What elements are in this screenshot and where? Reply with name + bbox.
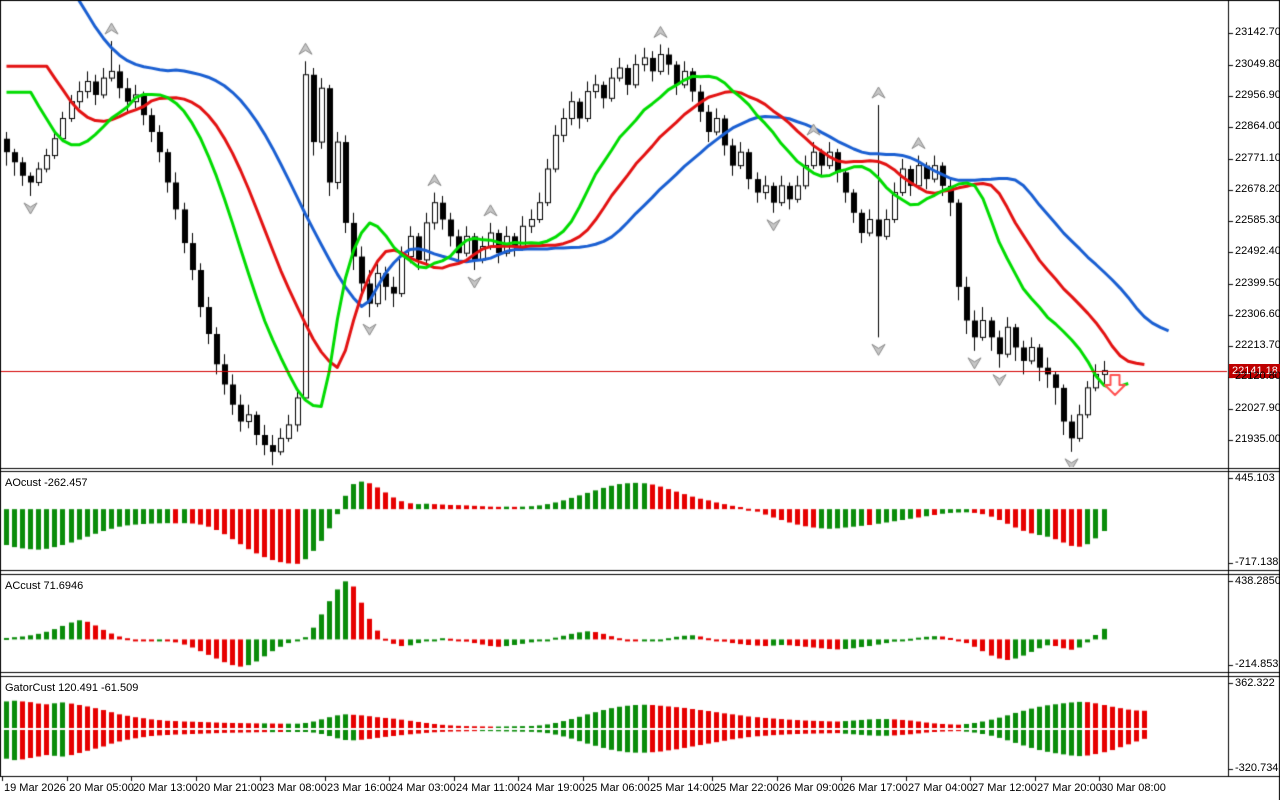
time-axis-label: 26 Mar 17:00 [843, 782, 908, 794]
price-axis-label: 22213.70 [1235, 339, 1280, 351]
time-axis-label: 20 Mar 05:00 [69, 782, 134, 794]
ac-panel-label: ACcust 71.6946 [5, 580, 84, 592]
time-axis-label: 25 Mar 14:00 [650, 782, 715, 794]
gator-panel-label: GatorCust 120.491 -61.509 [5, 682, 139, 694]
time-axis-label: 23 Mar 08:00 [262, 782, 327, 794]
price-axis-label: 22492.40 [1235, 245, 1280, 257]
price-axis-label: 23142.70 [1235, 26, 1280, 38]
indicator-scale-max: 438.2850 [1235, 575, 1280, 587]
price-axis-label: 21935.00 [1235, 433, 1280, 445]
price-axis-label: 22771.10 [1235, 152, 1280, 164]
time-axis-label: 30 Mar 08:00 [1101, 782, 1166, 794]
price-axis-label: 22399.50 [1235, 277, 1280, 289]
time-axis-label: 23 Mar 16:00 [327, 782, 392, 794]
ao-panel-label: AOcust -262.457 [5, 477, 88, 489]
current-price-tag: 22141.18 [1229, 364, 1280, 378]
time-axis-label: 20 Mar 21:00 [198, 782, 263, 794]
price-axis-label: 22864.00 [1235, 120, 1280, 132]
price-axis-label: 23049.80 [1235, 58, 1280, 70]
time-axis-label: 26 Mar 09:00 [779, 782, 844, 794]
indicator-scale-min: -320.734 [1235, 762, 1279, 774]
time-axis-label: 27 Mar 20:00 [1037, 782, 1102, 794]
price-axis-label: 22027.90 [1235, 402, 1280, 414]
time-axis-label: 25 Mar 22:00 [714, 782, 779, 794]
indicator-scale-max: 445.103 [1235, 472, 1275, 484]
price-axis-label: 22585.30 [1235, 214, 1280, 226]
indicator-scale-min: -717.138 [1235, 556, 1279, 568]
indicator-scale-max: 362.322 [1235, 677, 1275, 689]
time-axis-label: 24 Mar 19:00 [520, 782, 585, 794]
time-axis-label: 20 Mar 13:00 [133, 782, 198, 794]
indicator-scale-min: -214.8531 [1235, 658, 1280, 670]
time-axis-label: 27 Mar 12:00 [972, 782, 1037, 794]
time-axis-label: 27 Mar 04:00 [908, 782, 973, 794]
time-axis-label: 24 Mar 03:00 [391, 782, 456, 794]
time-axis-label: 25 Mar 06:00 [585, 782, 650, 794]
price-axis-label: 22306.60 [1235, 308, 1280, 320]
price-axis-label: 22120.80 [1235, 370, 1280, 382]
time-axis-label: 19 Mar 2026 [4, 782, 66, 794]
price-axis-label: 22678.20 [1235, 183, 1280, 195]
price-axis-label: 22956.90 [1235, 89, 1280, 101]
time-axis-label: 24 Mar 11:00 [456, 782, 521, 794]
